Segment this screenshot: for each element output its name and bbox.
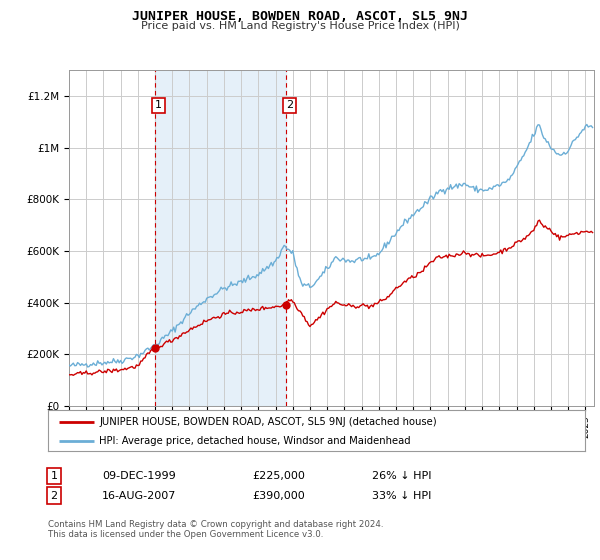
Text: 33% ↓ HPI: 33% ↓ HPI xyxy=(372,491,431,501)
Text: Contains HM Land Registry data © Crown copyright and database right 2024.
This d: Contains HM Land Registry data © Crown c… xyxy=(48,520,383,539)
Text: 1: 1 xyxy=(50,471,58,481)
Text: 26% ↓ HPI: 26% ↓ HPI xyxy=(372,471,431,481)
Text: 16-AUG-2007: 16-AUG-2007 xyxy=(102,491,176,501)
Text: Price paid vs. HM Land Registry's House Price Index (HPI): Price paid vs. HM Land Registry's House … xyxy=(140,21,460,31)
Text: 1: 1 xyxy=(155,100,162,110)
Text: £390,000: £390,000 xyxy=(252,491,305,501)
Text: 2: 2 xyxy=(286,100,293,110)
Text: JUNIPER HOUSE, BOWDEN ROAD, ASCOT, SL5 9NJ: JUNIPER HOUSE, BOWDEN ROAD, ASCOT, SL5 9… xyxy=(132,10,468,22)
Text: 2: 2 xyxy=(50,491,58,501)
Text: £225,000: £225,000 xyxy=(252,471,305,481)
Text: HPI: Average price, detached house, Windsor and Maidenhead: HPI: Average price, detached house, Wind… xyxy=(99,436,410,446)
Text: JUNIPER HOUSE, BOWDEN ROAD, ASCOT, SL5 9NJ (detached house): JUNIPER HOUSE, BOWDEN ROAD, ASCOT, SL5 9… xyxy=(99,417,437,427)
Text: 09-DEC-1999: 09-DEC-1999 xyxy=(102,471,176,481)
Bar xyxy=(155,70,286,406)
